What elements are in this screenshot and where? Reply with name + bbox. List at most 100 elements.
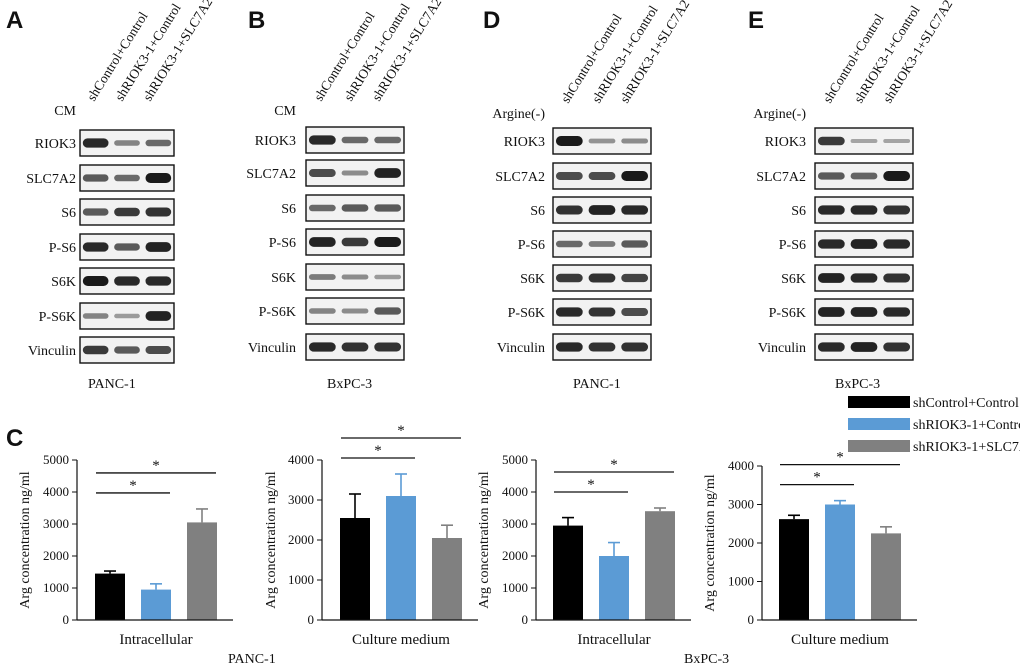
y-tick-label: 0 [748,612,755,627]
bar-2 [871,533,901,620]
blot-band [621,240,649,248]
blot-band [883,307,911,317]
blot-band [588,241,616,247]
blot-band [145,346,172,354]
blot-row-label: S6 [61,206,76,221]
blot-cell-line: BxPC-3 [835,377,880,392]
blot-band [114,243,140,251]
blot-band [82,242,109,252]
blot-band [555,342,583,352]
blot-band [308,237,336,247]
blot-band [114,174,140,182]
blot-band [588,273,616,283]
blot-band [850,342,878,352]
legend-swatch-2 [848,440,910,452]
blot-row-label: P-S6 [518,238,545,253]
y-tick-label: 3000 [728,497,754,512]
y-tick-label: 0 [522,612,529,627]
bar-2 [432,538,462,620]
panel-letter-b: B [248,7,265,34]
blot-row-label: S6 [530,204,545,219]
blot-band [883,239,911,249]
blot-band [145,173,172,183]
blot-band [555,136,583,146]
blot-row-label: P-S6 [49,241,76,256]
blot-band [588,172,616,180]
x-axis-label: Culture medium [791,632,889,648]
blot-band [82,313,109,319]
blot-row-label: S6 [281,202,296,217]
blot-band [308,274,336,280]
blot-band [621,138,649,144]
y-tick-label: 1000 [728,574,754,589]
y-tick-label: 3000 [502,516,528,531]
legend-swatch-1 [848,418,910,430]
blot-band [114,313,140,319]
blot-band [883,342,911,352]
blot-band [114,276,140,286]
blot-band [850,307,878,317]
y-tick-label: 4000 [288,452,314,467]
blot-band [308,135,336,145]
blot-band [621,342,649,352]
bar-1 [825,504,855,620]
y-tick-label: 4000 [728,458,754,473]
blot-band [341,237,369,247]
blot-band [82,345,109,355]
blot-band [114,207,140,217]
blot-band [341,170,369,176]
blot-row-label: S6K [271,271,296,286]
significance-star: * [813,470,821,486]
blot-band [308,169,336,177]
blot-band [82,208,109,216]
blot-band [374,204,402,212]
y-tick-label: 0 [63,612,70,627]
blot-band [817,342,845,352]
blot-band [850,205,878,215]
blot-band [883,171,911,181]
blot-band [145,242,172,252]
blot-row-label: Vinculin [248,341,296,356]
blot-band [145,276,172,286]
blot-band [308,342,336,352]
blot-band [850,138,878,144]
y-axis-label: Arg concentration ng/ml [18,471,33,608]
bar-1 [386,496,416,620]
bar-0 [95,573,125,620]
condition-label: Argine(-) [492,107,545,122]
blot-band [341,136,369,144]
panel-c-cell-line-left: PANC-1 [228,652,276,667]
panel-c-header: C [6,425,23,452]
y-tick-label: 3000 [288,492,314,507]
blot-row-label: P-S6 [269,236,296,251]
blot-band [374,237,402,247]
bar-1 [141,589,171,620]
panel-letter-a: A [6,7,23,34]
significance-star: * [152,458,160,474]
panel-letter-d: D [483,7,500,34]
blot-row-label: RIOK3 [765,135,806,150]
blot-row-label: P-S6K [508,306,545,321]
significance-star: * [836,450,844,466]
blot-row-label: Vinculin [497,341,545,356]
significance-star: * [397,423,405,439]
x-axis-label: Culture medium [352,632,450,648]
blot-band [145,311,172,321]
blot-band [621,308,649,316]
blot-band [850,239,878,249]
legend: shControl+Control shRIOK3-1+Control shRI… [848,396,1020,455]
blot-band [883,138,911,144]
y-tick-label: 1000 [288,572,314,587]
condition-label: CM [274,104,296,119]
blot-band [817,307,845,317]
blot-band [817,136,845,146]
blot-band [374,274,402,280]
bar-chart-4: 0 1000 2000 3000 4000 Arg concentration ng/ml… [703,450,917,648]
bar-2 [187,522,217,620]
blot-band [341,342,369,352]
blot-band [588,307,616,317]
blot-band [374,136,402,144]
significance-star: * [610,457,618,473]
